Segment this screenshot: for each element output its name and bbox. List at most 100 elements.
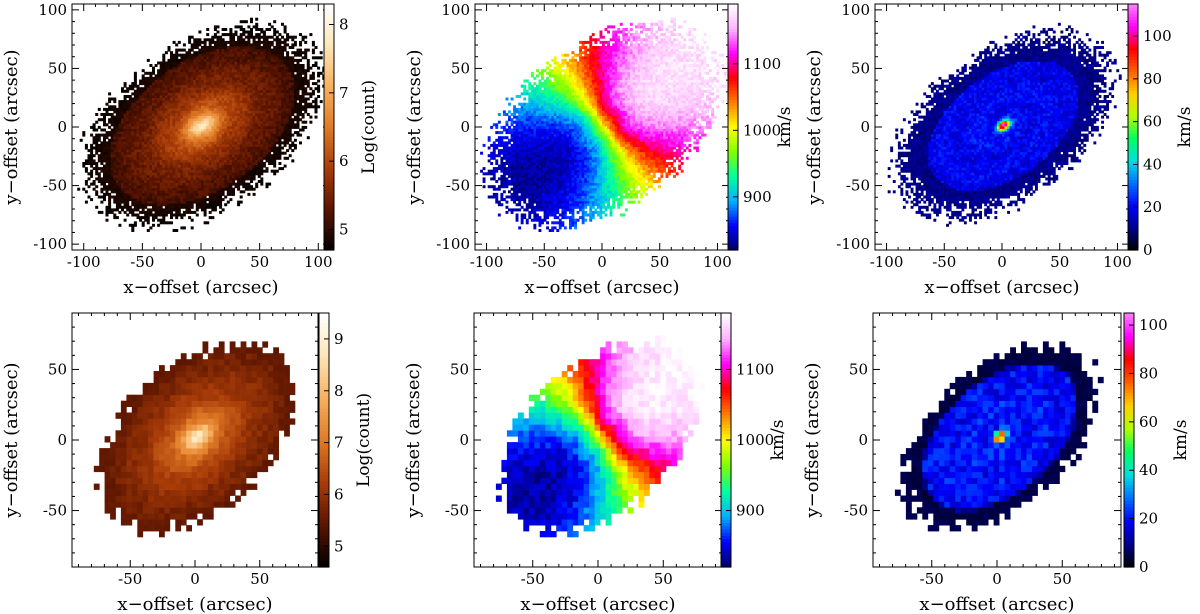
panel-intensity-binned: -50 0 50 -50 0 50 x−offset (arcsec) y−offset (a… (1, 312, 374, 614)
colorbar-label: km/s (1175, 107, 1195, 148)
panel-velocity-binned: -50 0 50 -50 0 50 x−offset (arcsec) y−offset (a… (403, 312, 788, 614)
colorbar-tick-label: 7 (334, 434, 344, 452)
x-axis-label: x−offset (arcsec) (919, 594, 1074, 614)
heatmap-cells (887, 22, 1122, 227)
x-tick-label: 0 (593, 570, 603, 588)
y-tick-label: 0 (57, 431, 67, 449)
y-tick-label: -100 (436, 235, 470, 253)
x-axis-label: x−offset (arcsec) (520, 594, 675, 614)
x-tick-label: -50 (920, 570, 944, 588)
x-tick-label: 100 (1103, 253, 1132, 271)
colorbar-tick-label: 5 (339, 221, 349, 239)
x-axis-label: x−offset (arcsec) (123, 277, 278, 298)
heatmap-cells (93, 341, 296, 538)
x-tick-label: 0 (997, 253, 1007, 271)
heatmap-cells (495, 335, 705, 538)
y-axis-label: y−offset (arcsec) (404, 49, 425, 205)
colorbar-tick-label: 60 (1139, 413, 1158, 431)
colorbar-tick-label: 40 (1143, 155, 1162, 173)
x-tick-label: -50 (118, 570, 142, 588)
colorbar-tick-label: 0 (1139, 558, 1149, 576)
x-tick-label: 100 (703, 253, 732, 271)
y-tick-label: -50 (445, 502, 469, 520)
colorbar-tick-label: 1000 (743, 121, 781, 139)
colorbar-tick-label: 20 (1143, 198, 1162, 216)
y-tick-label: 50 (48, 360, 67, 378)
y-tick-label: -50 (446, 177, 470, 195)
colorbar-tick-label: 100 (1139, 316, 1168, 334)
x-tick-label: 0 (190, 570, 200, 588)
y-tick-label: 100 (841, 1, 870, 19)
x-tick-label: -100 (67, 253, 101, 271)
panel-velocity-fine: -100 -50 0 50 100 -100 -50 0 50 100 x−offset (arcs… (404, 1, 795, 298)
colorbar-tick-label: 1000 (736, 431, 774, 449)
heatmap-cells (480, 17, 729, 232)
y-tick-label: 100 (441, 1, 470, 19)
y-axis-label: y−offset (arcsec) (802, 362, 823, 518)
x-tick-label: -50 (130, 253, 154, 271)
y-tick-label: -100 (33, 235, 67, 253)
colorbar-tick-label: 80 (1143, 70, 1162, 88)
y-tick-label: 50 (851, 59, 870, 77)
colorbar-tick-label: 100 (1143, 27, 1172, 45)
colorbar-label: km/s (775, 107, 795, 148)
colorbar-tick-label: 6 (339, 152, 349, 170)
colorbar-tick-label: 8 (339, 16, 349, 34)
colorbar-tick-label: 1100 (736, 360, 774, 378)
panel-dispersion-fine: -100 -50 0 50 100 -100 -50 0 50 100 x−offset (arcs… (804, 1, 1195, 298)
y-tick-label: 0 (459, 431, 469, 449)
x-tick-label: 50 (654, 570, 673, 588)
colorbar-frame (318, 312, 330, 568)
colorbar: 5 6 7 8 Log(count) (323, 3, 379, 251)
y-axis-label: y−offset (arcsec) (804, 49, 825, 205)
x-tick-label: 0 (597, 253, 607, 271)
y-tick-label: 50 (451, 59, 470, 77)
colorbar-tick-label: 40 (1139, 461, 1158, 479)
y-tick-label: 0 (860, 118, 870, 136)
heatmap-cells (77, 17, 330, 232)
colorbar: 5 6 7 8 9 Log(count) (318, 312, 374, 568)
y-tick-label: 0 (57, 118, 67, 136)
colorbar-tick-label: 7 (339, 84, 349, 102)
colorbar-tick-label: 6 (334, 485, 344, 503)
colorbar-tick-label: 5 (334, 537, 344, 555)
y-tick-label: 50 (849, 360, 868, 378)
x-tick-label: 50 (1053, 570, 1072, 588)
x-tick-label: 50 (1050, 253, 1069, 271)
colorbar-frame (727, 3, 739, 251)
x-tick-label: -100 (870, 253, 904, 271)
x-tick-label: 50 (250, 570, 269, 588)
colorbar-tick-label: 20 (1139, 510, 1158, 528)
y-tick-label: -50 (846, 177, 870, 195)
x-axis-label: x−offset (arcsec) (924, 277, 1079, 298)
x-tick-label: 0 (196, 253, 206, 271)
y-tick-label: 50 (450, 360, 469, 378)
y-tick-label: 100 (38, 1, 67, 19)
colorbar: 900 1000 1100 km/s (727, 3, 795, 251)
y-tick-label: 50 (48, 59, 67, 77)
y-tick-label: 0 (858, 431, 868, 449)
heatmap-cells (894, 341, 1104, 532)
x-axis-label: x−offset (arcsec) (524, 277, 679, 298)
colorbar: 0 20 40 60 80 100 km/s (1127, 3, 1195, 259)
y-axis-label: y−offset (arcsec) (1, 362, 22, 518)
colorbar-label: Log(count) (359, 80, 379, 174)
y-tick-label: -50 (43, 502, 67, 520)
x-tick-label: 50 (650, 253, 669, 271)
colorbar-tick-label: 60 (1143, 113, 1162, 131)
x-tick-label: -50 (532, 253, 556, 271)
x-tick-label: 50 (250, 253, 269, 271)
y-tick-label: -100 (836, 235, 870, 253)
colorbar: 0 20 40 60 80 100 km/s (1123, 312, 1191, 576)
x-tick-label: -50 (521, 570, 545, 588)
x-axis-label: x−offset (arcsec) (117, 594, 272, 614)
panel-intensity-fine: -100 -50 0 50 100 -100 -50 0 50 100 x−offset (arcs… (1, 1, 379, 298)
x-tick-label: -50 (932, 253, 956, 271)
x-tick-label: 0 (992, 570, 1002, 588)
colorbar-tick-label: 1100 (743, 55, 781, 73)
x-tick-label: 100 (304, 253, 333, 271)
colorbar-label: km/s (768, 420, 788, 461)
y-tick-label: 0 (460, 118, 470, 136)
colorbar: 900 1000 1100 km/s (720, 312, 788, 568)
